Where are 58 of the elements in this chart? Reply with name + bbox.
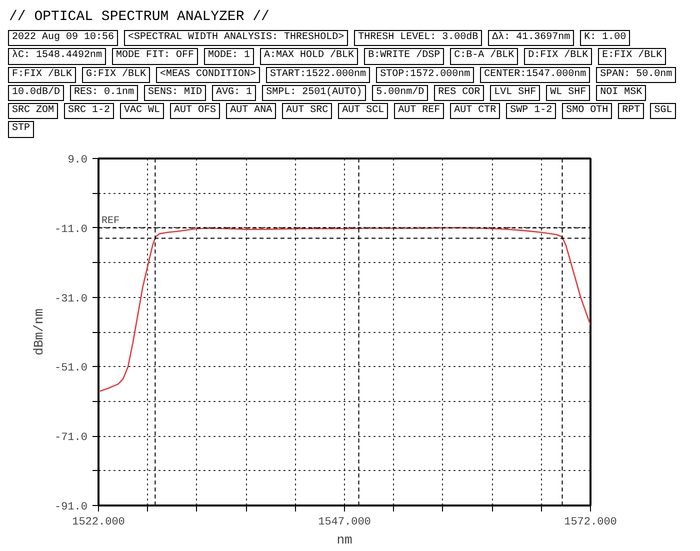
text: AVG: 1 [212, 84, 256, 102]
text: A:MAX HOLD /BLK [260, 48, 358, 65]
text: SMPL: 2501(AUTO) [262, 84, 366, 102]
text: λC: 1548.4492nm [8, 48, 106, 65]
text: 2022 Aug 09 10:56 [8, 30, 118, 46]
text: RPT [618, 103, 644, 120]
text: THRESH LEVEL: 3.00dB [354, 30, 482, 46]
text: AUT SRC [282, 103, 332, 120]
text: START:1522.000nm [266, 66, 370, 83]
y-tick-label: -71.0 [54, 432, 88, 444]
text: B:WRITE /DSP [364, 48, 444, 65]
text: LVL SHF [490, 84, 540, 102]
text: CENTER:1547.000nm [480, 66, 590, 83]
text: MODE: 1 [204, 48, 254, 65]
text: AUT OFS [170, 103, 220, 120]
y-tick-label: -51.0 [54, 362, 88, 375]
text: SPAN: 50.0nm [596, 66, 676, 83]
text: VAC WL [120, 103, 164, 120]
y-tick-label: -91.0 [54, 502, 88, 514]
y-axis-title: dBm/nm [31, 308, 46, 356]
text: F:FIX /BLK [8, 66, 76, 83]
text: SENS: MID [144, 84, 206, 102]
text: AUT CTR [450, 103, 500, 120]
text: STOP:1572.000nm [376, 66, 474, 83]
text: STP [8, 121, 34, 138]
text: 10.0dB/D [8, 84, 64, 102]
text: C:B-A /BLK [450, 48, 518, 65]
text: <MEAS CONDITION> [156, 66, 260, 83]
text: K: 1.00 [580, 30, 630, 46]
text: E:FIX /BLK [598, 48, 666, 65]
text: SMO OTH [562, 103, 612, 120]
text: SRC 1-2 [64, 103, 114, 120]
y-tick-label: -31.0 [54, 293, 88, 306]
text: RES COR [434, 84, 484, 102]
text: SRC ZOM [8, 103, 58, 120]
text: AUT REF [394, 103, 444, 120]
text: 5.00nm/D [372, 84, 428, 102]
text: SWP 1-2 [506, 103, 556, 120]
text: WL SHF [546, 84, 590, 102]
text: G:FIX /BLK [82, 66, 150, 83]
text: MODE FIT: OFF [112, 48, 198, 65]
y-tick-label: -11.0 [54, 224, 88, 236]
x-tick-label: 1547.000 [318, 516, 371, 528]
x-tick-label: 1522.000 [72, 516, 125, 528]
x-tick-label: 1572.000 [564, 516, 617, 528]
chart-title: // OPTICAL SPECTRUM ANALYZER // [9, 8, 270, 27]
text: AUT SCL [338, 103, 388, 120]
text: SGL [650, 103, 676, 120]
text: NOI MSK [596, 84, 646, 102]
x-axis-title: nm [336, 532, 352, 548]
ref-line-label: REF [102, 216, 120, 227]
text: D:FIX /BLK [524, 48, 592, 65]
text: AUT ANA [226, 103, 276, 120]
text: RES: 0.1nm [70, 84, 138, 102]
line-series [98, 227, 590, 392]
text: Δλ: 41.3697nm [488, 30, 574, 46]
y-tick-label: 9.0 [68, 154, 88, 166]
text: <SPECTRAL WIDTH ANALYSIS: THRESHOLD> [124, 30, 348, 46]
